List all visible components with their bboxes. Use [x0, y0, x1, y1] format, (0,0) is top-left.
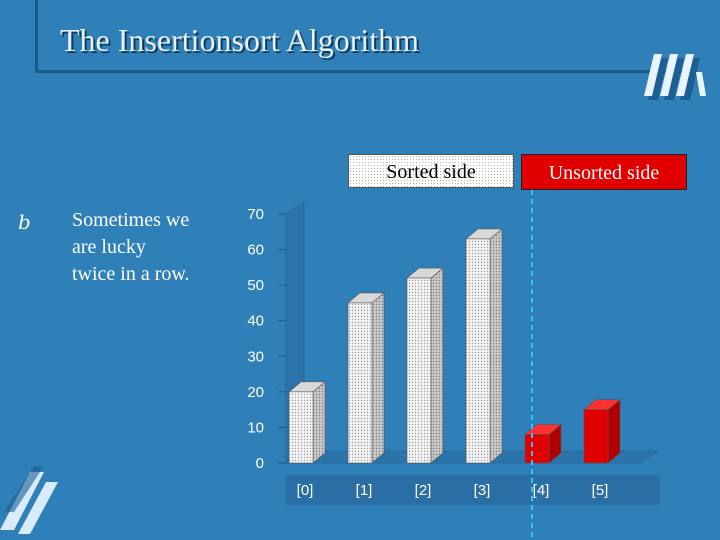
bar: [347, 302, 373, 464]
x-label-band: [286, 475, 660, 505]
bullet-line-1: Sometimes we: [72, 209, 190, 231]
y-tick-label: 30: [247, 348, 264, 365]
bullet-text: Sometimes we are lucky twice in a row.: [72, 207, 242, 288]
y-tick-label: 10: [247, 419, 264, 436]
slide-title: The Insertionsort Algorithm: [60, 22, 420, 58]
bar-side: [489, 228, 503, 464]
y-tick-label: 20: [247, 384, 264, 401]
bullet-line-2: are lucky: [72, 236, 146, 258]
bar: [465, 238, 491, 464]
unsorted-side-label: Unsorted side: [521, 154, 687, 190]
logo-icon: [644, 54, 706, 100]
x-category-label: [2]: [415, 482, 432, 499]
bar: [583, 409, 609, 464]
bar: [524, 434, 550, 464]
x-category-label: [3]: [474, 482, 491, 499]
bullet-icon: b: [18, 210, 31, 234]
x-category-label: [5]: [592, 482, 609, 499]
x-category-label: [1]: [356, 482, 373, 499]
title-frame-left: [35, 0, 38, 73]
bar: [288, 391, 314, 464]
y-tick-label: 50: [247, 277, 264, 294]
x-category-label: [0]: [297, 482, 314, 499]
bar-side: [312, 381, 326, 464]
y-tick-label: 40: [247, 313, 264, 330]
bar: [406, 277, 432, 464]
title-frame-underline: [35, 70, 695, 73]
y-tick-label: 70: [247, 206, 264, 223]
bullet-line-3: twice in a row.: [72, 263, 190, 285]
bar-side: [607, 399, 621, 464]
bar-side: [430, 267, 444, 464]
logo-corner-icon: [0, 466, 58, 534]
y-tick-label: 0: [256, 455, 264, 472]
x-category-label: [4]: [533, 482, 550, 499]
sorted-side-label: Sorted side: [348, 154, 514, 188]
y-tick-label: 60: [247, 242, 264, 259]
bar-side: [371, 292, 385, 464]
